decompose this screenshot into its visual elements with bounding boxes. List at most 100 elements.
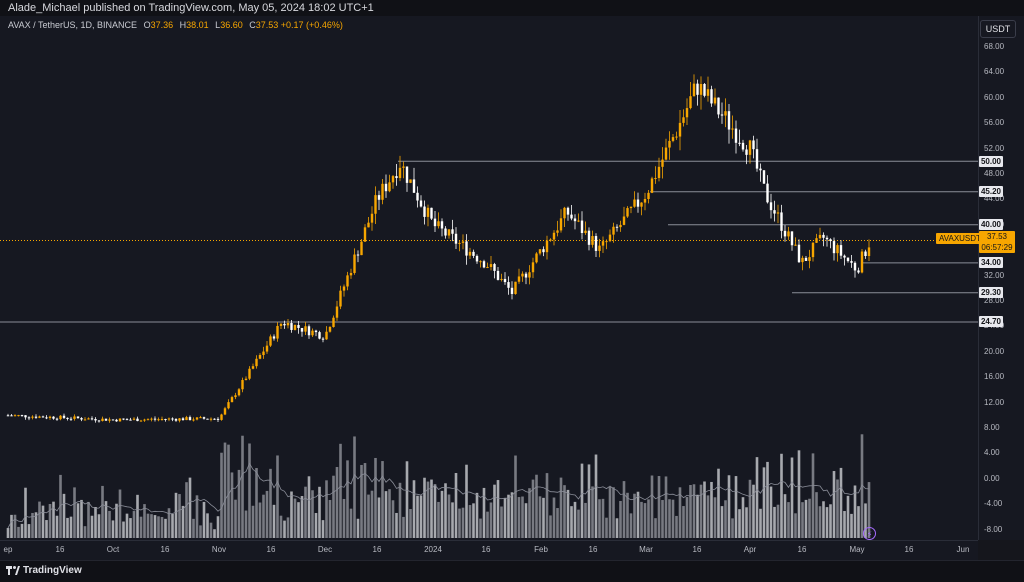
time-axis[interactable] xyxy=(0,540,978,561)
volume-bar xyxy=(360,464,363,538)
candle-body xyxy=(34,416,38,418)
candle-body xyxy=(503,278,507,283)
low-label: L xyxy=(215,20,221,30)
candle-body xyxy=(612,226,615,235)
candle-body xyxy=(409,179,412,183)
volume-bar xyxy=(458,508,461,538)
candle-body xyxy=(38,416,41,418)
candle-body xyxy=(836,245,839,254)
candle-body xyxy=(433,218,437,227)
volume-bar xyxy=(461,507,465,538)
volume-bar xyxy=(717,468,720,538)
volume-bar xyxy=(279,515,283,538)
volume-bar xyxy=(367,494,370,538)
volume-bar xyxy=(472,503,475,538)
high-value: 38.01 xyxy=(186,20,209,30)
candle-body xyxy=(629,206,633,209)
chart-pane[interactable] xyxy=(0,16,978,540)
volume-bar xyxy=(748,479,752,538)
volume-bar xyxy=(325,480,328,538)
volume-bar xyxy=(762,467,766,538)
candle-body xyxy=(332,317,335,327)
volume-bar xyxy=(734,476,738,538)
volume-bar xyxy=(59,474,62,538)
time-tick-label: Dec xyxy=(317,545,333,554)
volume-bar xyxy=(808,498,811,538)
time-tick-label: 16 xyxy=(904,545,914,554)
volume-bar xyxy=(811,453,815,538)
candle-body xyxy=(563,207,566,219)
price-axis[interactable] xyxy=(978,16,1024,540)
candle-body xyxy=(706,89,710,96)
volume-bar xyxy=(790,457,794,538)
volume-bar xyxy=(311,490,314,538)
volume-bar xyxy=(423,477,426,538)
candle-body xyxy=(801,257,804,263)
volume-bar xyxy=(332,475,335,538)
volume-bar xyxy=(66,517,69,538)
volume-bar xyxy=(496,480,500,538)
candle-body xyxy=(258,355,262,359)
candle-body xyxy=(69,418,73,420)
candle-body xyxy=(300,327,304,332)
candle-body xyxy=(468,251,472,256)
volume-bar xyxy=(349,508,353,538)
volume-bar xyxy=(290,491,293,538)
candle-body xyxy=(167,418,171,420)
volume-bar xyxy=(577,509,580,538)
candle-body xyxy=(566,207,570,215)
candle-body xyxy=(335,306,339,318)
currency-button[interactable]: USDT xyxy=(980,20,1016,38)
candle-body xyxy=(685,108,689,118)
candle-body xyxy=(867,247,871,257)
volume-bar xyxy=(804,499,808,538)
candle-body xyxy=(514,281,517,294)
candle-body xyxy=(689,96,692,109)
candle-body xyxy=(223,408,227,415)
volume-bar xyxy=(181,505,185,538)
volume-bar xyxy=(363,463,367,538)
candle-body xyxy=(220,414,223,420)
volume-bar xyxy=(374,457,377,538)
candle-body xyxy=(206,418,209,420)
volume-bar xyxy=(500,506,503,538)
symbol-legend: AVAX / TetherUS, 1D, BINANCE O37.36 H38.… xyxy=(8,20,343,30)
candle-body xyxy=(20,415,24,417)
candle-body xyxy=(108,419,111,421)
volume-bar xyxy=(402,516,405,538)
candle-body xyxy=(839,245,843,256)
time-tick-label: 2024 xyxy=(424,545,442,554)
candle-body xyxy=(811,242,815,258)
volume-bar xyxy=(125,513,129,538)
candle-body xyxy=(535,253,538,263)
volume-bar xyxy=(542,497,545,538)
candle-body xyxy=(45,417,48,419)
volume-bar xyxy=(139,516,143,538)
volume-bar xyxy=(34,512,38,538)
candle-body xyxy=(696,83,699,95)
price-tick-label: 28.00 xyxy=(984,296,1005,305)
candle-body xyxy=(517,276,521,282)
candle-body xyxy=(580,220,584,234)
candle-body xyxy=(241,380,244,390)
time-tick-label: Feb xyxy=(534,545,548,554)
volume-bar xyxy=(38,501,41,538)
candle-body xyxy=(237,389,241,396)
volume-bar xyxy=(864,503,867,538)
volume-bar xyxy=(745,507,748,538)
volume-bar xyxy=(83,526,87,538)
level-price-tag: 24.70 xyxy=(979,316,1003,328)
candle-body xyxy=(808,257,811,261)
current-price-tag: 37.53 06:57:29 xyxy=(979,231,1015,253)
volume-bar xyxy=(52,501,55,538)
candle-body xyxy=(209,418,213,420)
candle-body xyxy=(73,416,76,419)
volume-bar xyxy=(118,489,122,538)
candle-body xyxy=(734,128,738,143)
volume-bar xyxy=(731,518,734,538)
volume-bar xyxy=(710,481,713,538)
lightning-icon[interactable]: ⚡ xyxy=(863,527,876,540)
candle-body xyxy=(59,415,62,420)
candle-body xyxy=(822,234,825,238)
candle-body xyxy=(164,418,167,420)
